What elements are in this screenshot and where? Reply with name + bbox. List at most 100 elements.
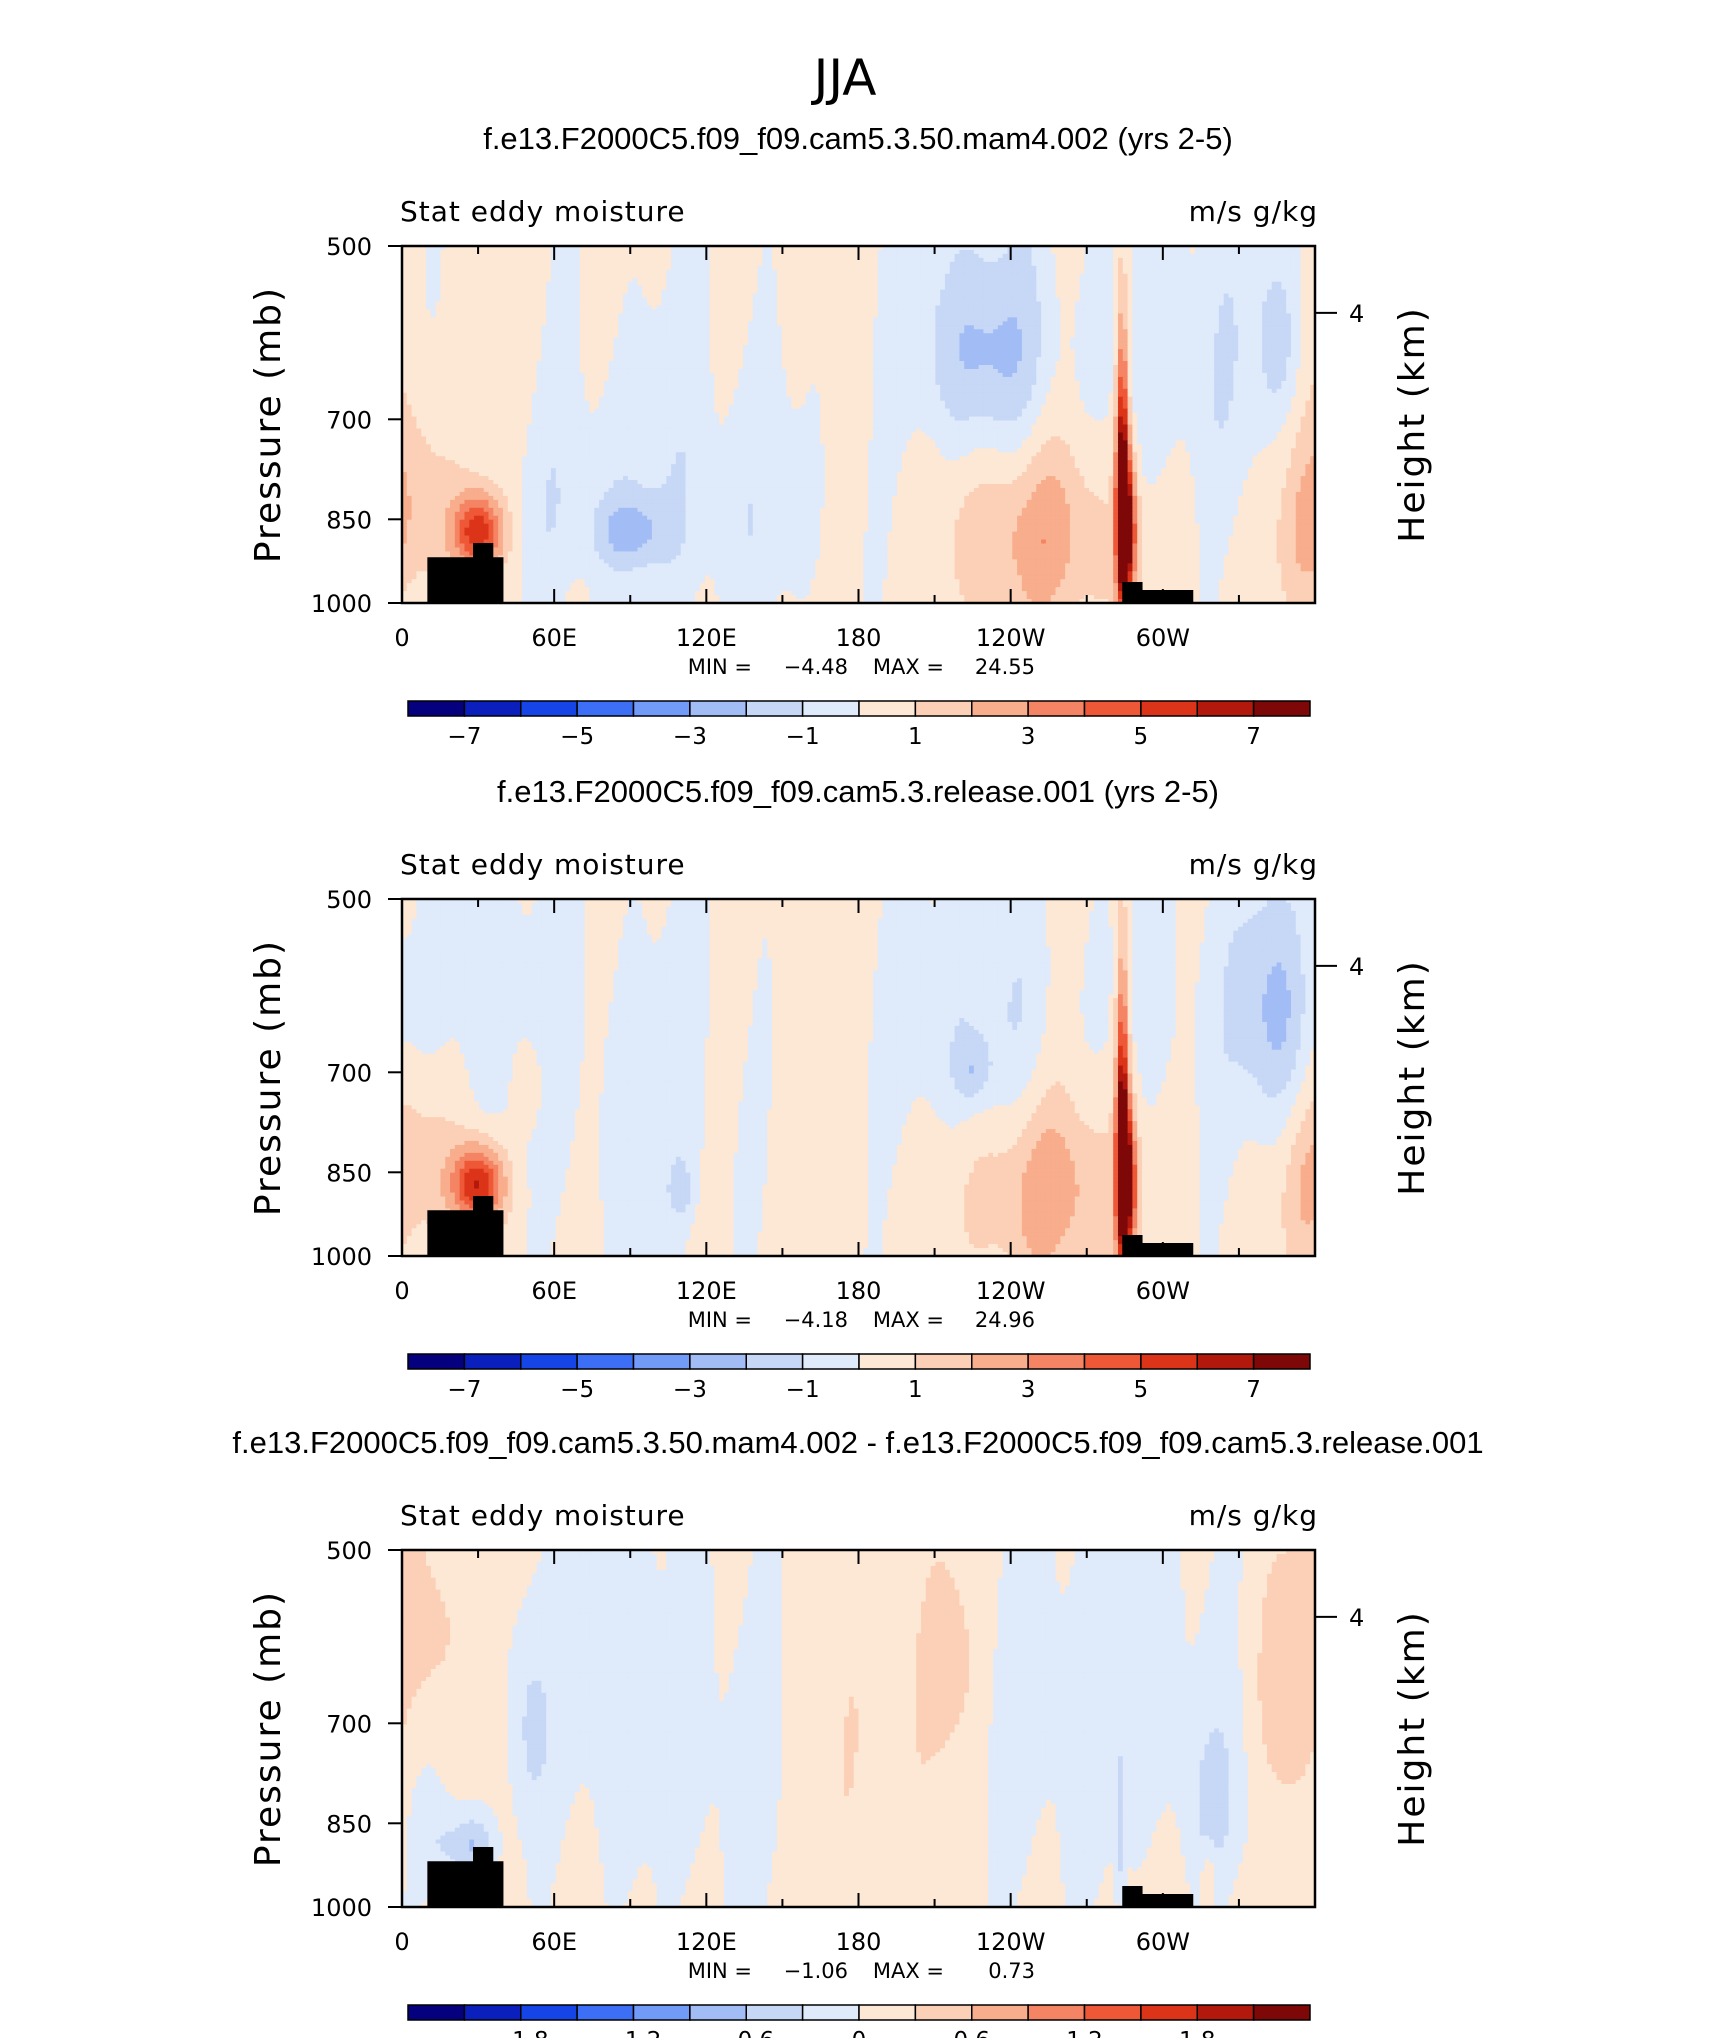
- field-cell: [1301, 274, 1306, 279]
- field-cell: [565, 250, 570, 255]
- field-cell: [786, 250, 791, 255]
- field-cell: [1248, 250, 1253, 255]
- field-cell: [493, 262, 498, 267]
- field-cell: [522, 258, 527, 263]
- field-cell: [1224, 258, 1229, 263]
- field-cell: [959, 266, 964, 271]
- field-cell: [594, 262, 599, 267]
- field-cell: [474, 254, 479, 259]
- field-cell: [1118, 278, 1123, 283]
- field-cell: [599, 266, 604, 271]
- field-cell: [532, 282, 537, 287]
- field-cell: [1012, 270, 1017, 275]
- field-cell: [421, 266, 426, 271]
- field-cell: [1248, 254, 1253, 259]
- field-cell: [431, 278, 436, 283]
- field-cell: [1301, 282, 1306, 287]
- field-cell: [493, 250, 498, 255]
- field-cell: [1262, 278, 1267, 283]
- field-cell: [724, 270, 729, 275]
- field-cell: [1012, 250, 1017, 255]
- field-cell: [1012, 262, 1017, 267]
- field-cell: [969, 282, 974, 287]
- field-cell: [484, 262, 489, 267]
- field-cell: [983, 270, 988, 275]
- field-cell: [479, 254, 484, 259]
- field-cell: [1070, 266, 1075, 271]
- field-cell: [1204, 270, 1209, 275]
- field-cell: [1281, 282, 1286, 287]
- field-cell: [493, 258, 498, 263]
- field-cell: [460, 254, 465, 259]
- field-cell: [623, 250, 628, 255]
- field-cell: [815, 270, 820, 275]
- field-cell: [1017, 266, 1022, 271]
- field-cell: [892, 282, 897, 287]
- field-cell: [791, 270, 796, 275]
- field-cell: [844, 278, 849, 283]
- field-cell: [719, 270, 724, 275]
- field-cell: [1233, 250, 1238, 255]
- field-cell: [911, 270, 916, 275]
- field-cell: [681, 286, 686, 291]
- field-cell: [1152, 250, 1157, 255]
- field-cell: [488, 254, 493, 259]
- field-cell: [690, 258, 695, 263]
- field-cell: [762, 262, 767, 267]
- field-cell: [772, 258, 777, 263]
- field-cell: [993, 282, 998, 287]
- field-cell: [1233, 270, 1238, 275]
- field-cell: [686, 262, 691, 267]
- field-cell: [1296, 282, 1301, 287]
- field-cell: [1099, 266, 1104, 271]
- field-cell: [618, 266, 623, 271]
- field-cell: [738, 274, 743, 279]
- field-cell: [1262, 262, 1267, 267]
- field-cell: [690, 274, 695, 279]
- field-cell: [1060, 250, 1065, 255]
- field-cell: [1060, 258, 1065, 263]
- field-cell: [993, 266, 998, 271]
- field-cell: [412, 258, 417, 263]
- field-cell: [988, 250, 993, 255]
- field-cell: [786, 266, 791, 271]
- field-cell: [1229, 266, 1234, 271]
- field-cell: [830, 278, 835, 283]
- field-cell: [1094, 250, 1099, 255]
- field-cell: [1166, 270, 1171, 275]
- field-cell: [652, 262, 657, 267]
- field-cell: [580, 258, 585, 263]
- field-cell: [1195, 254, 1200, 259]
- field-cell: [796, 250, 801, 255]
- field-cell: [1022, 258, 1027, 263]
- field-cell: [585, 282, 590, 287]
- field-cell: [849, 278, 854, 283]
- field-cell: [911, 250, 916, 255]
- field-cell: [753, 286, 758, 291]
- field-cell: [431, 262, 436, 267]
- field-cell: [820, 262, 825, 267]
- field-cell: [806, 278, 811, 283]
- field-cell: [551, 282, 556, 287]
- field-cell: [604, 286, 609, 291]
- field-cell: [935, 262, 940, 267]
- field-cell: [1262, 282, 1267, 287]
- field-cell: [820, 250, 825, 255]
- field-cell: [743, 258, 748, 263]
- field-cell: [777, 250, 782, 255]
- field-cell: [1238, 270, 1243, 275]
- field-cell: [964, 274, 969, 279]
- field-cell: [945, 266, 950, 271]
- field-cell: [1147, 250, 1152, 255]
- field-cell: [801, 258, 806, 263]
- field-cell: [613, 266, 618, 271]
- field-cell: [1118, 266, 1123, 271]
- field-cell: [863, 274, 868, 279]
- field-cell: [801, 254, 806, 259]
- field-cell: [556, 274, 561, 279]
- field-cell: [1156, 282, 1161, 287]
- field-cell: [426, 274, 431, 279]
- field-cell: [955, 274, 960, 279]
- field-cell: [431, 266, 436, 271]
- field-cell: [748, 282, 753, 287]
